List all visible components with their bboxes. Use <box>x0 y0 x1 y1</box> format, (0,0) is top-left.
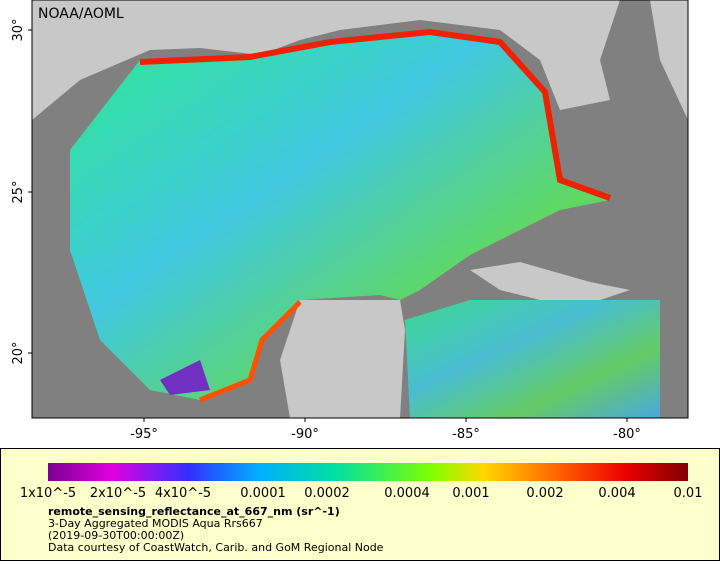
lon-label: -90° <box>291 427 319 442</box>
lon-label: -80° <box>613 427 641 442</box>
source: Data courtesy of CoastWatch, Carib. and … <box>48 541 384 554</box>
low-patch <box>160 360 210 395</box>
credit-box <box>34 2 144 24</box>
colorbar-label: 0.004 <box>598 486 635 501</box>
colorbar-label: 0.002 <box>526 486 563 501</box>
colorbar-label: 0.0004 <box>384 486 430 501</box>
colorbar-label: 0.0001 <box>240 486 286 501</box>
colorbar-labels: 1x10^-5 2x10^-5 4x10^-5 0.0001 0.0002 0.0004 0… <box>20 486 703 501</box>
coastal-high-band <box>199 300 302 403</box>
time: (2019-09-30T00:00:00Z) <box>48 529 184 542</box>
cuba-land <box>470 262 630 300</box>
lat-label: 25° <box>11 180 26 203</box>
lat-label: 30° <box>11 18 26 41</box>
dataset: 3-Day Aggregated MODIS Aqua Rrs667 <box>48 517 263 530</box>
colorbar-label: 0.001 <box>452 486 489 501</box>
credit: NOAA/AOML <box>38 6 124 22</box>
yucatan-land <box>280 300 405 418</box>
coastal-high-band <box>139 28 612 201</box>
colorbar-label: 0.0002 <box>304 486 350 501</box>
colorbar-label: 2x10^-5 <box>90 486 146 501</box>
colorbar <box>48 463 688 481</box>
colorbar-label: 1x10^-5 <box>20 486 76 501</box>
legend: 1x10^-5 2x10^-5 4x10^-5 0.0001 0.0002 0.0004 0… <box>0 448 720 561</box>
variable: remote_sensing_reflectance_at_667_nm (sr… <box>48 505 340 518</box>
map-frame <box>31 0 689 419</box>
lat-label: 20° <box>11 341 26 364</box>
caribbean-data <box>405 300 660 418</box>
map-area: NOAA/AOML <box>31 0 689 419</box>
reflectance-data <box>70 30 610 400</box>
colorbar-label: 0.01 <box>674 486 703 501</box>
us-land <box>32 0 688 120</box>
axes: 30° 25° 20° -95° -90° -85° -80° <box>11 18 641 442</box>
lon-label: -95° <box>130 427 158 442</box>
colorbar-label: 4x10^-5 <box>155 486 211 501</box>
lon-label: -85° <box>452 427 480 442</box>
